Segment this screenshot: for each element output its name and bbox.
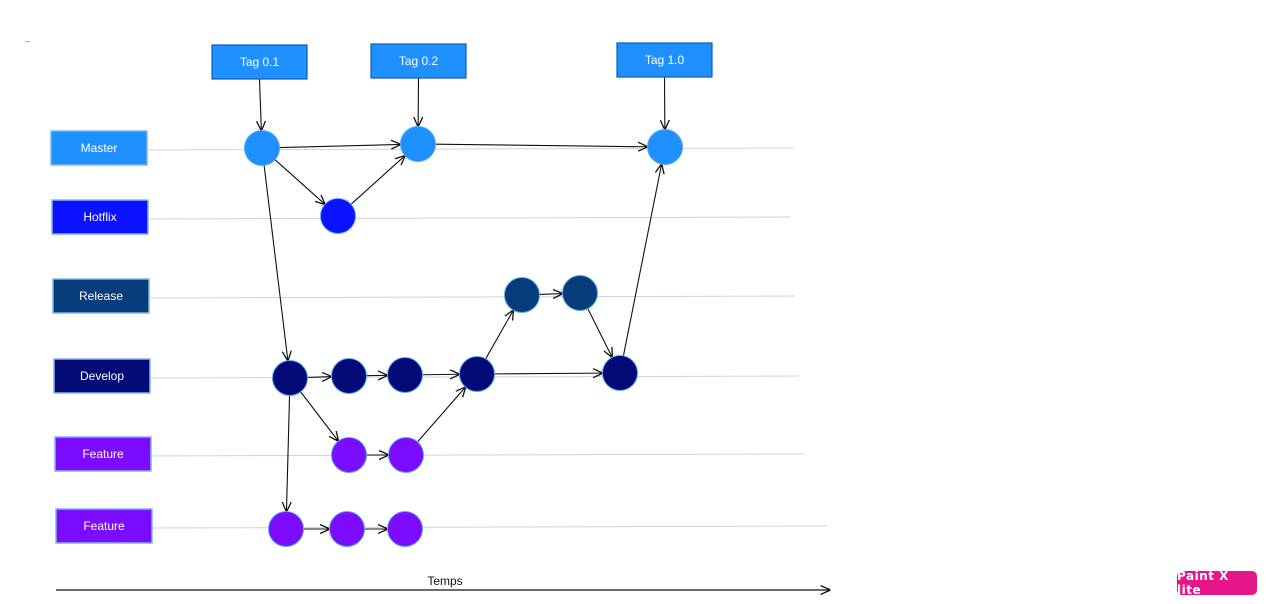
commit-d4: [459, 356, 495, 392]
tag-text-tag10: Tag 1.0: [645, 53, 685, 67]
lane-box-develop: [53, 358, 151, 394]
edge-d4-r1: [485, 310, 514, 360]
edge-m1-m2: [279, 144, 400, 147]
stray-mark: [25, 41, 30, 42]
lane-text-release: Release: [79, 289, 123, 303]
tag-text-tag01: Tag 0.1: [240, 55, 280, 69]
edge-d1-g1: [286, 395, 289, 511]
commit-h1: [320, 198, 356, 234]
commit-g2: [329, 511, 365, 547]
commit-d1: [272, 360, 308, 396]
commit-d3: [387, 357, 423, 393]
lane-label-feature2: Feature: [55, 508, 153, 544]
edge-f2-d4: [417, 387, 466, 443]
edge-m1-d1: [263, 165, 288, 360]
lane-box-feature2: [55, 508, 153, 544]
lane-label-release: Release: [52, 278, 150, 314]
lane-text-develop: Develop: [80, 369, 124, 383]
edge-tag01-m1: [260, 78, 262, 131]
lane-label-hotfix: Hotflix: [51, 199, 149, 235]
lane-label-develop: Develop: [53, 358, 151, 394]
tag-box-tag01: [211, 44, 308, 80]
commit-g1: [268, 511, 304, 547]
lane-line-release: [148, 295, 796, 299]
edge-d1-f1: [300, 391, 339, 441]
commit-g3: [387, 511, 423, 547]
lane-lines: [146, 147, 828, 529]
commit-f2: [388, 437, 424, 473]
edge-d1-d2: [307, 377, 331, 378]
lane-box-feature1: [54, 436, 152, 472]
commit-m1: [244, 130, 280, 166]
lane-line-hotfix: [147, 216, 791, 220]
time-axis: Temps: [56, 574, 830, 590]
edges: [260, 76, 665, 529]
edge-r2-d5: [587, 308, 612, 358]
edge-d5-m3: [622, 164, 661, 356]
lane-label-master: Master: [50, 130, 148, 166]
tag-tag01: Tag 0.1: [211, 44, 308, 80]
commit-d5: [602, 355, 638, 391]
lane-text-feature2: Feature: [83, 519, 125, 533]
tag-box-tag02: [370, 43, 467, 79]
lane-text-hotfix: Hotflix: [83, 210, 116, 224]
tag-text-tag02: Tag 0.2: [399, 54, 439, 68]
commit-m3: [647, 129, 683, 165]
lane-line-feature2: [151, 525, 828, 529]
paint-x-lite-badge: Paint X lite: [1177, 569, 1257, 597]
commit-m2: [400, 126, 436, 162]
commit-d2: [331, 358, 367, 394]
commit-r2: [562, 275, 598, 311]
edge-d3-d4: [422, 374, 459, 375]
commits: [244, 126, 683, 547]
edge-h1-m2: [350, 156, 405, 205]
lane-box-hotfix: [51, 199, 149, 235]
edge-d4-d5: [494, 373, 602, 374]
tag-tag02: Tag 0.2: [370, 43, 467, 79]
edge-r1-r2: [539, 294, 562, 295]
tag-boxes: Tag 0.1 Tag 0.2 Tag 1.0: [211, 42, 713, 80]
lane-line-feature1: [150, 453, 806, 457]
edge-m1-h1: [274, 159, 325, 205]
time-axis-label: Temps: [427, 574, 462, 588]
lane-box-master: [50, 130, 148, 166]
lane-text-feature1: Feature: [82, 447, 124, 461]
lane-labels: Master Hotflix Release Develop Feature Featur…: [50, 130, 153, 544]
tag-box-tag10: [616, 42, 713, 78]
commit-r1: [504, 277, 540, 313]
edge-m2-m3: [435, 144, 647, 147]
lane-box-release: [52, 278, 150, 314]
lane-text-master: Master: [81, 141, 118, 155]
tag-tag10: Tag 1.0: [616, 42, 713, 78]
lane-label-feature1: Feature: [54, 436, 152, 472]
commit-f1: [331, 437, 367, 473]
